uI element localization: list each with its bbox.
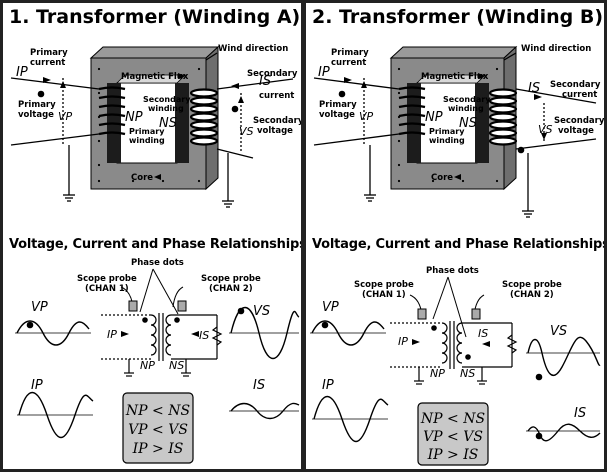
panel-title: 2. Transformer (Winding B) [312, 6, 604, 28]
ip-circuit-label: IP [107, 328, 117, 341]
primary-winding-label-2: winding [129, 136, 165, 145]
secondary-current-label-2: current [562, 90, 597, 100]
ns-label: NS [459, 116, 477, 131]
ns-label: NS [159, 116, 177, 131]
phase-dots-label: Phase dots [131, 258, 184, 268]
secondary-current-label-2: current [259, 91, 294, 101]
vp-wave-label: VP [31, 300, 48, 315]
primary-voltage-label: Primary [319, 100, 357, 110]
vp-label: VP [58, 110, 73, 123]
primary-winding-label: Primary [129, 127, 165, 136]
relation-ip-is: IP > IS [132, 441, 184, 457]
is-wave-label: IS [574, 406, 586, 421]
scope-probe-2-label-2: (CHAN 2) [209, 284, 253, 294]
primary-current-label: Primary [30, 48, 68, 58]
phase-diagram: Phase dots Scope probe (CHAN 1) Scope pr… [15, 258, 300, 464]
wind-direction-label: Wind direction [521, 44, 591, 54]
ns-circuit-label: NS [169, 359, 184, 372]
np-label: NP [425, 110, 443, 125]
secondary-voltage-label-2: voltage [558, 126, 594, 136]
relation-ip-is: IP > IS [427, 447, 479, 463]
scope-probe-1-label: Scope probe [354, 280, 414, 290]
is-circuit-label: IS [199, 329, 209, 342]
primary-current-label-2: current [30, 58, 65, 68]
primary-voltage-label-2: voltage [319, 110, 355, 120]
secondary-voltage-label: Secondary [554, 116, 604, 126]
primary-winding-label: Primary [429, 127, 465, 136]
vs-label: VS [538, 123, 553, 136]
is-label: IS [259, 74, 271, 89]
magnetic-flux-label: Magnetic Flux [421, 72, 489, 82]
section-subtitle: Voltage, Current and Phase Relationships [9, 237, 301, 252]
secondary-winding-label-2: winding [148, 104, 184, 113]
is-circuit-label: IS [478, 327, 488, 340]
panel-winding-b: 2. Transformer (Winding B) Magnetic Flux… [306, 3, 604, 469]
secondary-winding-label-2: winding [448, 104, 484, 113]
relation-np-ns: NP < NS [420, 411, 485, 427]
magnetic-flux-label: Magnetic Flux [121, 72, 189, 82]
primary-current-label: Primary [331, 48, 369, 58]
ip-label: IP [318, 65, 330, 80]
np-label: NP [125, 110, 143, 125]
ip-wave-label: IP [31, 378, 43, 393]
relations-box [122, 392, 194, 464]
scope-probe-2-label-2: (CHAN 2) [510, 290, 554, 300]
scope-probe-1-label-2: (CHAN 1) [362, 290, 406, 300]
relations-box [417, 402, 489, 466]
panel-title: 1. Transformer (Winding A) [9, 6, 301, 28]
core-label: Core [131, 173, 153, 183]
section-subtitle: Voltage, Current and Phase Relationships [312, 237, 604, 252]
is-wave-label: IS [253, 378, 265, 393]
relation-vp-vs: VP < VS [423, 429, 483, 445]
relation-vp-vs: VP < VS [128, 422, 188, 438]
is-label: IS [528, 81, 540, 96]
primary-current-label-2: current [331, 58, 366, 68]
secondary-winding-label: Secondary [143, 95, 191, 104]
secondary-voltage-label-2: voltage [257, 126, 293, 136]
secondary-current-label: Secondary [550, 80, 601, 90]
primary-winding-label-2: winding [429, 136, 465, 145]
relation-np-ns: NP < NS [125, 403, 190, 419]
ip-circuit-label: IP [398, 335, 408, 348]
np-circuit-label: NP [140, 359, 155, 372]
primary-voltage-label: Primary [18, 100, 56, 110]
core-label: Core [431, 173, 453, 183]
secondary-voltage-label: Secondary [253, 116, 301, 126]
ip-wave-label: IP [322, 378, 334, 393]
panel-winding-a: 1. Transformer (Winding A) Magnetic Flux… [3, 3, 301, 469]
scope-probe-2-label: Scope probe [502, 280, 562, 290]
phase-dots-label: Phase dots [426, 266, 479, 276]
scope-probe-2-label: Scope probe [201, 274, 261, 284]
ns-circuit-label: NS [460, 367, 475, 380]
secondary-winding-label: Secondary [443, 95, 491, 104]
wind-direction-label: Wind direction [218, 44, 288, 54]
vp-label: VP [359, 110, 374, 123]
vs-wave-label: VS [253, 304, 270, 319]
phase-diagram: Phase dots Scope probe (CHAN 1) Scope pr… [310, 266, 601, 466]
np-circuit-label: NP [430, 367, 445, 380]
vp-wave-label: VP [322, 300, 339, 315]
primary-voltage-label-2: voltage [18, 110, 54, 120]
vs-label: VS [239, 125, 254, 138]
scope-probe-1-label-2: (CHAN 1) [85, 284, 129, 294]
vs-wave-label: VS [550, 324, 567, 339]
ip-label: IP [16, 65, 28, 80]
scope-probe-1-label: Scope probe [77, 274, 137, 284]
secondary-current-label: Secondary [247, 69, 298, 79]
transformer-diagram: Magnetic Flux Core NP NS Secondary windi… [313, 44, 604, 218]
transformer-diagram: Magnetic Flux Core NP NS Secondary windi… [10, 44, 301, 208]
